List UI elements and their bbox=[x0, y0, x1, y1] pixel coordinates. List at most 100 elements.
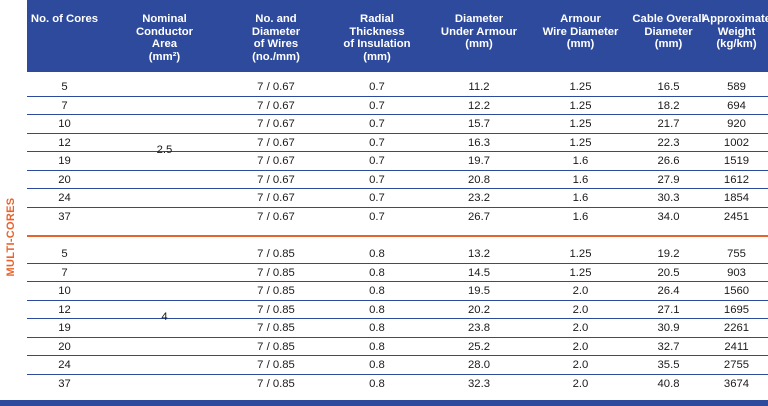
cell-insulation: 0.7 bbox=[369, 136, 385, 149]
cell-weight: 1612 bbox=[723, 173, 750, 186]
cell-overall-diameter: 18.2 bbox=[657, 99, 680, 112]
cell-wires: 7 / 0.85 bbox=[257, 303, 295, 316]
table-row: 19 7 / 0.67 0.7 19.7 1.6 26.6 1519 bbox=[27, 152, 768, 170]
cell-cores: 24 bbox=[58, 192, 71, 204]
cell-diameter-under-armour: 11.2 bbox=[468, 81, 490, 93]
cell-insulation: 0.7 bbox=[369, 155, 385, 167]
cell-cores: 20 bbox=[58, 340, 71, 353]
cell-diameter-under-armour: 23.8 bbox=[468, 322, 490, 334]
cell-weight: 1002 bbox=[723, 136, 750, 149]
cell-wires: 7 / 0.85 bbox=[257, 266, 295, 279]
cell-diameter-under-armour: 26.7 bbox=[468, 210, 490, 223]
cell-armour-wire-diameter: 1.25 bbox=[569, 136, 592, 149]
cell-overall-diameter: 26.4 bbox=[657, 285, 680, 297]
cell-cores: 12 bbox=[58, 303, 71, 316]
table-row: 5 7 / 0.67 0.7 11.2 1.25 16.5 589 bbox=[27, 78, 768, 96]
table-row: 7 7 / 0.85 0.8 14.5 1.25 20.5 903 bbox=[27, 264, 768, 282]
table-row: 7 7 / 0.67 0.7 12.2 1.25 18.2 694 bbox=[27, 97, 768, 115]
cell-overall-diameter: 34.0 bbox=[657, 210, 680, 223]
cell-wires: 7 / 0.67 bbox=[257, 173, 295, 186]
cell-overall-diameter: 27.9 bbox=[657, 173, 680, 186]
cell-wires: 7 / 0.67 bbox=[257, 118, 295, 130]
cell-conductor-area: 2.5 bbox=[156, 144, 173, 156]
table-row: 20 7 / 0.85 0.8 25.2 2.0 32.7 2411 bbox=[27, 338, 768, 356]
cell-overall-diameter: 27.1 bbox=[657, 303, 680, 316]
cell-cores: 12 bbox=[58, 136, 71, 149]
cell-wires: 7 / 0.85 bbox=[257, 377, 295, 390]
header-armour-wire-diameter: Armour Wire Diameter (mm) bbox=[542, 13, 619, 50]
cell-wires: 7 / 0.67 bbox=[257, 136, 295, 149]
cell-diameter-under-armour: 14.5 bbox=[468, 266, 490, 279]
row-separator bbox=[27, 206, 768, 208]
cell-insulation: 0.8 bbox=[369, 285, 385, 297]
table-row: 37 7 / 0.85 0.8 32.3 2.0 40.8 3674 bbox=[27, 375, 768, 393]
cell-armour-wire-diameter: 1.25 bbox=[569, 81, 592, 93]
cell-insulation: 0.8 bbox=[369, 322, 385, 334]
row-separator bbox=[27, 281, 768, 282]
cell-armour-wire-diameter: 1.25 bbox=[569, 99, 592, 112]
cell-weight: 2411 bbox=[724, 340, 749, 353]
section-side-label: MULTI-CORES bbox=[0, 72, 22, 402]
row-separator bbox=[27, 355, 768, 356]
header-wires: No. and Diameter of Wires (no./mm) bbox=[251, 13, 301, 63]
header-diameter-under-armour: Diameter Under Armour (mm) bbox=[440, 13, 518, 50]
cell-overall-diameter: 19.2 bbox=[657, 248, 680, 260]
cell-armour-wire-diameter: 1.6 bbox=[572, 210, 589, 223]
cell-insulation: 0.7 bbox=[369, 173, 385, 186]
header-area: Nominal Conductor Area (mm²) bbox=[135, 13, 194, 63]
cell-diameter-under-armour: 28.0 bbox=[468, 359, 490, 371]
row-separator bbox=[27, 299, 768, 301]
row-separator bbox=[27, 318, 768, 319]
cell-weight: 1854 bbox=[723, 192, 750, 204]
cell-armour-wire-diameter: 2.0 bbox=[572, 359, 589, 371]
cell-overall-diameter: 22.3 bbox=[657, 136, 680, 149]
table-row: 37 7 / 0.67 0.7 26.7 1.6 34.0 2451 bbox=[27, 208, 768, 226]
cell-conductor-area: 4 bbox=[161, 311, 168, 323]
cell-overall-diameter: 26.6 bbox=[657, 155, 680, 167]
cell-wires: 7 / 0.85 bbox=[257, 248, 295, 260]
cell-insulation: 0.7 bbox=[369, 192, 385, 204]
table-row: 19 7 / 0.85 0.8 23.8 2.0 30.9 2261 bbox=[27, 319, 768, 337]
cell-cores: 24 bbox=[58, 359, 71, 371]
cell-cores: 19 bbox=[58, 322, 71, 334]
cell-diameter-under-armour: 23.2 bbox=[468, 192, 490, 204]
row-separator bbox=[27, 114, 768, 115]
cell-diameter-under-armour: 25.2 bbox=[468, 340, 490, 353]
cell-armour-wire-diameter: 1.6 bbox=[572, 173, 589, 186]
row-separator bbox=[27, 169, 768, 171]
cell-weight: 589 bbox=[727, 81, 746, 93]
table-row: 24 7 / 0.85 0.8 28.0 2.0 35.5 2755 bbox=[27, 356, 768, 374]
row-separator bbox=[27, 95, 768, 97]
cell-wires: 7 / 0.67 bbox=[257, 210, 295, 223]
cell-wires: 7 / 0.67 bbox=[257, 81, 295, 93]
cell-overall-diameter: 16.5 bbox=[657, 81, 680, 93]
cell-insulation: 0.8 bbox=[369, 340, 385, 353]
table-row: 12 7 / 0.85 0.8 20.2 2.0 27.1 1695 bbox=[27, 301, 768, 319]
cell-weight: 3674 bbox=[723, 377, 750, 390]
cell-weight: 1519 bbox=[723, 155, 750, 167]
cell-diameter-under-armour: 19.5 bbox=[468, 285, 490, 297]
cell-insulation: 0.8 bbox=[369, 377, 385, 390]
cell-diameter-under-armour: 16.3 bbox=[468, 136, 490, 149]
cell-insulation: 0.7 bbox=[369, 81, 385, 93]
cell-cores: 7 bbox=[61, 266, 68, 279]
row-separator bbox=[27, 336, 768, 338]
cell-diameter-under-armour: 13.2 bbox=[468, 248, 490, 260]
row-separator bbox=[27, 188, 768, 189]
cell-insulation: 0.7 bbox=[369, 210, 385, 223]
cell-weight: 2755 bbox=[723, 359, 750, 371]
cell-wires: 7 / 0.85 bbox=[257, 340, 295, 353]
cell-insulation: 0.8 bbox=[369, 248, 385, 260]
cell-overall-diameter: 35.5 bbox=[657, 359, 680, 371]
cell-insulation: 0.8 bbox=[369, 303, 385, 316]
cell-diameter-under-armour: 20.8 bbox=[468, 173, 490, 186]
cell-wires: 7 / 0.67 bbox=[257, 99, 295, 112]
cell-armour-wire-diameter: 1.25 bbox=[569, 248, 592, 260]
table-header: No. of Cores Nominal Conductor Area (mm²… bbox=[27, 0, 768, 72]
cell-armour-wire-diameter: 1.25 bbox=[569, 266, 592, 279]
cell-cores: 5 bbox=[61, 81, 68, 93]
cell-cores: 5 bbox=[61, 248, 68, 260]
cell-weight: 920 bbox=[727, 118, 746, 130]
header-overall-diameter: Cable Overall Diameter (mm) bbox=[632, 13, 705, 50]
cell-weight: 2451 bbox=[723, 210, 750, 223]
